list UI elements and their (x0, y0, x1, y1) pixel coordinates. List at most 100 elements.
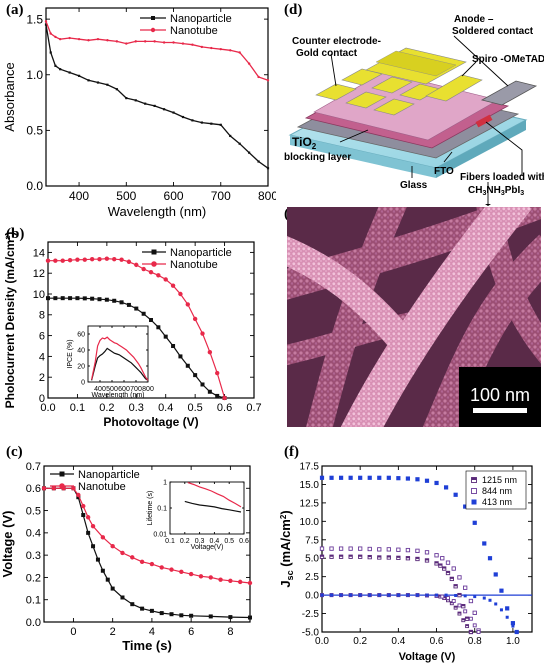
dark-data-point (396, 593, 400, 597)
spiro-label: Spiro -OMeTAD (472, 54, 544, 65)
data-point (53, 258, 58, 263)
data-point (482, 541, 487, 546)
data-point (200, 121, 203, 124)
y-tick-label: 0.0 (26, 179, 43, 193)
data-point (178, 354, 183, 359)
dark-data-point (488, 598, 492, 602)
data-point (105, 577, 110, 582)
data-point (104, 256, 110, 261)
y-tick-label: 40 (77, 347, 85, 354)
legend-marker (59, 483, 65, 489)
series-nanotube (187, 482, 242, 508)
gold-pad (315, 83, 357, 101)
marker-fill (415, 557, 420, 559)
data-point (140, 606, 145, 611)
data-point (207, 389, 212, 394)
data-point (377, 555, 382, 560)
data-point (68, 71, 71, 74)
counter-electrode-label: Counter electrode- (292, 36, 381, 47)
series-line (91, 347, 149, 381)
gold-strip (425, 74, 483, 102)
data-point (81, 503, 86, 509)
data-point (178, 291, 183, 297)
plot-frame (47, 241, 255, 399)
x-tick-label: 0.8 (468, 636, 482, 647)
y-tick-label: -5.0 (302, 628, 320, 639)
data-point (185, 363, 190, 368)
y-tick-label: 12 (33, 268, 45, 280)
dark-data-point (339, 593, 343, 597)
y-tick-label: 5.0 (305, 554, 319, 565)
data-point (329, 475, 334, 480)
y-axis-label-part: ) (278, 510, 293, 514)
fiber (475, 114, 493, 128)
data-point (377, 475, 382, 480)
device-schematic: Counter electrode- Gold contact Anode – … (284, 14, 544, 206)
y-tick-label: 60 (77, 331, 85, 338)
data-point (319, 546, 325, 551)
data-point (119, 257, 124, 262)
data-point (134, 306, 139, 311)
x-tick-label: 600 (164, 189, 184, 203)
series-line (48, 297, 225, 399)
panel-label-c: (c) (6, 444, 23, 460)
scale-bar (473, 408, 527, 413)
series-nanoparticle (91, 347, 149, 381)
marker-fill (454, 606, 458, 608)
soldered-contact-label: Soldered contact (452, 26, 534, 37)
y-tick-label: 10 (33, 289, 45, 301)
x-tick-label: 800 (258, 189, 276, 203)
data-point (405, 556, 411, 561)
data-point (130, 555, 135, 560)
x-tick-label: 0.5 (187, 402, 202, 414)
x-tick-label: 8 (227, 626, 233, 638)
marker-fill (469, 630, 473, 632)
data-point (76, 492, 81, 498)
x-tick-label: 0.0 (315, 636, 329, 647)
marker-fill (329, 555, 334, 557)
data-point (125, 97, 128, 100)
data-point (247, 580, 253, 586)
data-point (68, 36, 71, 40)
legend-entry: Nanotube (78, 481, 126, 493)
x-tick-label: 0.2 (99, 402, 114, 414)
data-point (44, 23, 48, 26)
y-tick-label: 0 (81, 379, 85, 386)
data-point (228, 578, 233, 583)
dark-data-point (440, 594, 445, 599)
data-point (266, 167, 270, 170)
data-point (440, 556, 445, 561)
data-point (386, 475, 391, 480)
data-point (115, 40, 119, 43)
dark-data-point (387, 593, 391, 597)
data-point (44, 20, 48, 23)
perovskite-label: CH3NH3PbI3 (468, 185, 524, 197)
dark-data-point (499, 608, 503, 612)
data-point (442, 566, 447, 571)
y-tick-label: 0.0 (26, 617, 41, 629)
marker-fill (453, 584, 458, 587)
data-point (60, 296, 65, 301)
data-point (75, 257, 80, 262)
data-point (172, 41, 175, 44)
data-point (415, 548, 420, 553)
data-point (200, 382, 205, 387)
data-point (219, 123, 222, 126)
data-point (41, 486, 47, 491)
gold-pad (373, 98, 415, 116)
data-point (60, 258, 65, 263)
data-point (89, 256, 95, 262)
data-point (238, 51, 241, 54)
plot-frame (43, 465, 251, 623)
x-tick-label: 0.4 (158, 402, 173, 414)
legend-marker (471, 488, 477, 494)
data-point (215, 393, 220, 398)
marker-fill (425, 558, 429, 561)
data-point (348, 554, 353, 559)
data-point (338, 546, 344, 551)
series-line (45, 24, 269, 169)
data-point (106, 39, 109, 42)
data-point (130, 602, 135, 607)
series-line (184, 500, 242, 513)
data-point (215, 370, 220, 376)
